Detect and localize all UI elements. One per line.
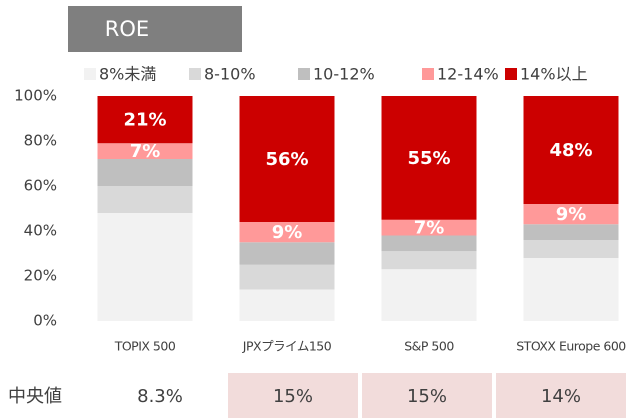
- data-label: 9%: [272, 222, 303, 243]
- median-cell: [496, 373, 626, 418]
- median-value: 15%: [407, 386, 447, 407]
- legend-swatch: [505, 68, 517, 80]
- bar-segment: [523, 240, 619, 258]
- y-tick-label: 100%: [14, 87, 57, 105]
- x-tick-label: STOXX Europe 600: [516, 339, 626, 354]
- bar-segment: [239, 289, 335, 321]
- title-box: [68, 6, 242, 52]
- bar-segment: [239, 96, 335, 222]
- median-value: 14%: [541, 386, 581, 407]
- legend-swatch: [84, 68, 96, 80]
- data-label: 9%: [556, 204, 587, 225]
- y-tick-label: 40%: [24, 222, 57, 240]
- data-label: 55%: [407, 148, 450, 169]
- bar-segment: [97, 186, 193, 213]
- legend-swatch: [189, 68, 201, 80]
- y-tick-label: 60%: [24, 177, 57, 195]
- chart-title: ROE: [105, 17, 149, 41]
- legend-label: 14%以上: [520, 65, 588, 84]
- median-value: 8.3%: [137, 386, 183, 407]
- data-label: 21%: [123, 110, 166, 131]
- legend-label: 8%未満: [99, 65, 156, 84]
- data-label: 7%: [130, 141, 161, 162]
- data-label: 56%: [265, 149, 308, 170]
- data-label: 7%: [414, 218, 445, 239]
- bar-segment: [381, 251, 477, 270]
- bar-segment: [97, 213, 193, 321]
- median-cell: [228, 373, 358, 418]
- bar-segment: [239, 264, 335, 290]
- bar-segment: [97, 143, 193, 159]
- data-label: 48%: [549, 140, 592, 161]
- x-tick-label: S&P 500: [404, 339, 454, 354]
- legend-label: 12-14%: [437, 65, 499, 84]
- y-tick-label: 0%: [33, 312, 57, 330]
- y-tick-label: 20%: [24, 267, 57, 285]
- bar-segment: [381, 219, 477, 236]
- y-tick-label: 80%: [24, 132, 57, 150]
- bar-segment: [381, 269, 477, 321]
- median-cell: [362, 373, 492, 418]
- x-tick-label: TOPIX 500: [114, 339, 176, 354]
- bar-segment: [97, 159, 193, 186]
- legend-swatch: [298, 68, 310, 80]
- bar-segment: [381, 96, 477, 220]
- bar-segment: [97, 96, 193, 144]
- legend-label: 8-10%: [204, 65, 256, 84]
- x-tick-label: JPXプライム150: [242, 339, 332, 354]
- bar-segment: [523, 258, 619, 321]
- bar-segment: [239, 222, 335, 243]
- bar-segment: [381, 235, 477, 252]
- bar-segment: [523, 96, 619, 204]
- median-label: 中央値: [8, 386, 62, 407]
- bar-segment: [523, 224, 619, 240]
- legend-label: 10-12%: [313, 65, 375, 84]
- legend-swatch: [422, 68, 434, 80]
- bar-segment: [523, 204, 619, 225]
- bar-segment: [239, 242, 335, 265]
- median-value: 15%: [273, 386, 313, 407]
